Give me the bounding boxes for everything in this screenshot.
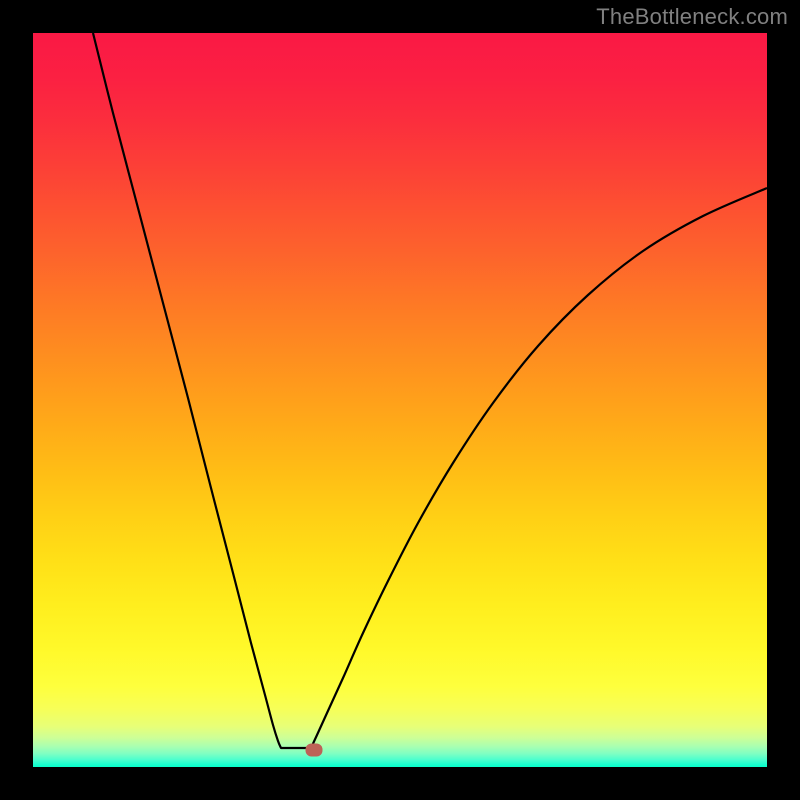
plot-area [33, 33, 767, 767]
optimal-point-marker [306, 744, 323, 757]
watermark-text: TheBottleneck.com [596, 4, 788, 30]
chart-frame: TheBottleneck.com [0, 0, 800, 800]
bottleneck-curve [33, 33, 767, 767]
